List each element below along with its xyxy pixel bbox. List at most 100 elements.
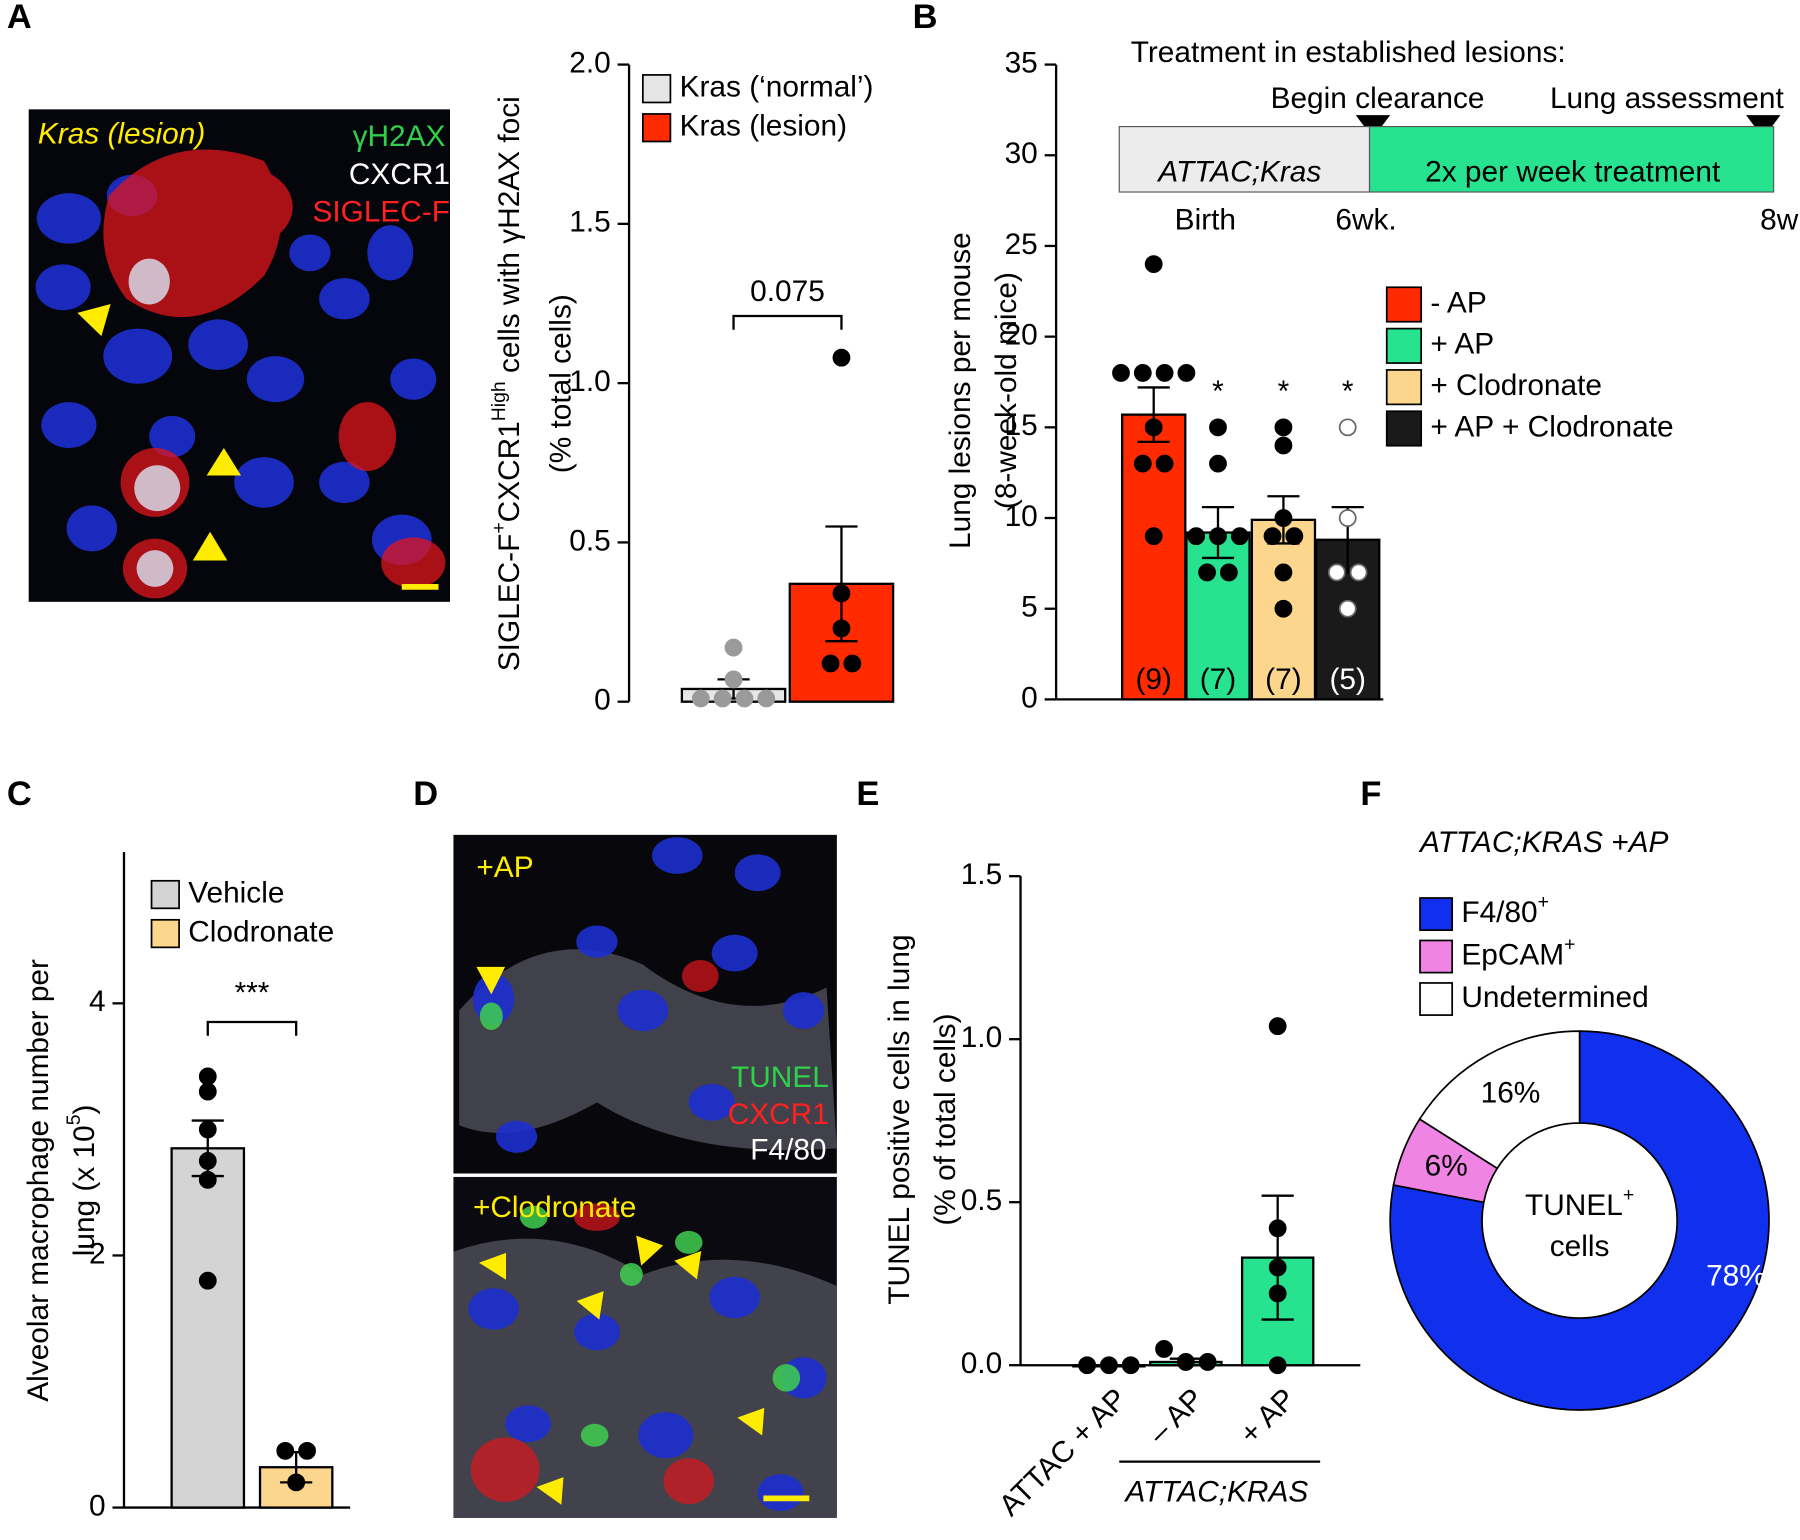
data-point	[1144, 255, 1163, 273]
significance: *	[1278, 375, 1290, 408]
text-part: Undetermined	[1461, 981, 1648, 1014]
data-point	[1274, 436, 1293, 455]
data-point	[1338, 418, 1357, 437]
timeline-segment: 2x per week treatment	[1425, 156, 1721, 189]
significance: *	[1342, 375, 1354, 408]
data-point	[198, 1082, 217, 1101]
y-tick-label: 25	[1005, 228, 1038, 261]
image-label: γH2AX	[353, 120, 446, 153]
data-point	[1121, 1356, 1140, 1375]
legend-label: EpCAM+	[1461, 934, 1575, 972]
chart-title: ATTAC;KRAS +AP	[1418, 826, 1668, 859]
data-point	[843, 654, 862, 673]
data-point	[832, 584, 851, 603]
data-point	[1268, 1258, 1287, 1277]
y-tick-label: 30	[1005, 137, 1038, 170]
data-point	[298, 1441, 316, 1460]
donut-slice	[1418, 1030, 1581, 1170]
data-point	[198, 1271, 217, 1290]
y-tick-label: 20	[1005, 319, 1038, 352]
data-point	[198, 1170, 217, 1189]
data-point	[1268, 1356, 1287, 1375]
legend-swatch	[1385, 410, 1423, 447]
y-tick-label: 15	[1005, 409, 1038, 442]
value-label: 6%	[1425, 1150, 1468, 1183]
legend-swatch	[1419, 939, 1454, 974]
image-label: CXCR1	[728, 1098, 829, 1131]
legend-swatch	[150, 879, 180, 910]
data-point	[691, 689, 710, 708]
text-part: Lung lesions per mouse	[944, 232, 977, 549]
data-point	[1274, 599, 1293, 618]
y-axis-label: lung (x 105)	[63, 1105, 101, 1257]
legend-swatch	[1385, 327, 1423, 364]
legend-label: Undetermined	[1461, 981, 1648, 1014]
image-label: +Clodronate	[473, 1191, 636, 1224]
data-point	[1155, 364, 1174, 382]
bar	[170, 1147, 246, 1509]
timeline-tick: Birth	[1175, 204, 1236, 237]
data-point	[1349, 563, 1368, 582]
text-part: +	[1564, 934, 1575, 956]
timeline-tick: 8wk.	[1760, 204, 1800, 237]
micrograph: Kras (lesion) γH2AX CXCR1 SIGLEC-F	[28, 109, 450, 602]
data-point	[1274, 509, 1293, 527]
value-label: 16%	[1481, 1077, 1541, 1110]
n-label: (5)	[1329, 663, 1365, 696]
data-point	[1219, 563, 1238, 582]
data-point	[1274, 563, 1293, 582]
text-part: cells with γH2AX foci	[493, 96, 526, 381]
timeline-marker: Begin clearance	[1271, 82, 1485, 115]
data-point	[724, 670, 743, 689]
micrograph: +AP TUNEL CXCR1 F4/80 +Clodronate	[453, 834, 837, 1518]
text-part: High	[488, 381, 510, 421]
data-point	[1209, 454, 1227, 473]
data-point	[1078, 1356, 1097, 1375]
text-part: )	[68, 1105, 101, 1115]
data-point	[1198, 1353, 1217, 1371]
donut-slice	[1389, 1030, 1770, 1411]
legend-label: - AP	[1430, 286, 1486, 319]
n-label: (7)	[1200, 663, 1236, 696]
y-tick-label: 1.0	[961, 1021, 1002, 1054]
group-label: ATTAC;KRAS	[1123, 1476, 1308, 1509]
n-label: (7)	[1265, 663, 1301, 696]
legend-label: Kras (lesion)	[680, 110, 847, 143]
text-part: TUNEL positive cells in lung	[883, 934, 916, 1304]
timeline-segment: ATTAC;Kras	[1156, 156, 1321, 189]
data-point	[1268, 1017, 1287, 1036]
legend-swatch	[1385, 369, 1423, 406]
y-axis-label: Lung lesions per mouse	[944, 232, 977, 549]
data-point	[287, 1473, 306, 1492]
text-part: EpCAM	[1461, 938, 1564, 971]
x-tick-label: ATTAC + AP	[993, 1382, 1133, 1522]
text-part: TUNEL	[1525, 1189, 1623, 1222]
data-point	[1230, 527, 1249, 546]
n-label: (9)	[1135, 663, 1171, 696]
y-tick-label: 35	[1005, 46, 1038, 79]
timeline: Treatment in established lesions: Begin …	[1118, 36, 1800, 237]
annotation: ***	[235, 976, 270, 1009]
data-point	[1285, 527, 1304, 546]
text-part: Alveolar macrophage number per	[22, 959, 55, 1402]
data-point	[1176, 1353, 1195, 1371]
data-point	[1268, 1284, 1287, 1303]
data-point	[1268, 1219, 1287, 1238]
center-label: TUNEL+	[1525, 1184, 1634, 1222]
data-point	[1274, 418, 1293, 437]
text-part: CXCR1	[493, 421, 526, 522]
y-tick-label: 2	[89, 1237, 106, 1270]
data-point	[1177, 364, 1196, 382]
timeline-title: Treatment in established lesions:	[1131, 36, 1566, 69]
data-point	[1263, 527, 1282, 546]
bar	[1120, 413, 1187, 701]
data-point	[1338, 599, 1357, 618]
value-label: 78%	[1706, 1260, 1766, 1293]
image-label: F4/80	[750, 1134, 826, 1167]
panel-label: F	[1360, 775, 1381, 813]
text-part: cells	[1550, 1230, 1610, 1263]
data-point	[1133, 364, 1152, 382]
y-tick-label: 4	[89, 985, 106, 1018]
